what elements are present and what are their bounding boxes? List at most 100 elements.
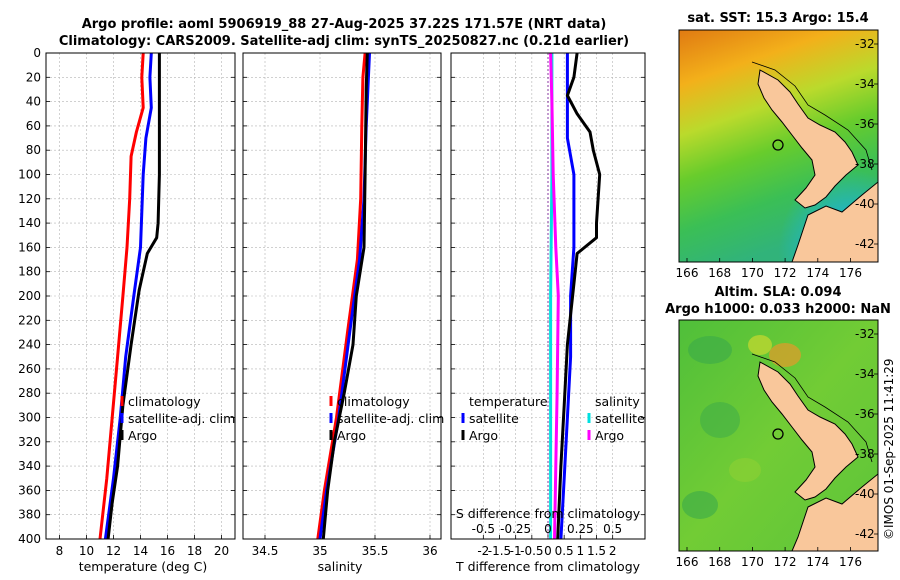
sla-frame (678, 319, 879, 552)
x-tick-label: 10 (79, 544, 94, 558)
sst-x-tick-label: 176 (839, 266, 862, 280)
legend-entry: climatology (128, 394, 201, 409)
sla-y-tick-label: -36 (855, 407, 875, 421)
sla-map-title-2: Argo h1000: 0.033 h2000: NaN (665, 302, 891, 317)
sla-x-tick-label: 176 (839, 555, 862, 569)
temperature-panel: 8 10 12 14 16 18 20020406080100120140160180200… (18, 46, 236, 558)
sst-frame (678, 29, 879, 263)
y-tick-label: 200 (18, 289, 41, 303)
y-tick-label: 60 (26, 119, 41, 133)
y-tick-label: 140 (18, 216, 41, 230)
sst-y-tick-label: -38 (855, 157, 875, 171)
sla-y-tick-label: -32 (855, 327, 875, 341)
series-climatology (316, 52, 367, 540)
x-tick-label: 35.5 (362, 544, 389, 558)
sst-x-tick-label: 168 (708, 266, 731, 280)
x-tick-label: 2 (609, 544, 617, 558)
series-argo (321, 52, 369, 540)
y-tick-label: 0 (33, 46, 41, 60)
x-tick-label: 12 (106, 544, 121, 558)
sla-y-tick-label: -40 (855, 487, 875, 501)
x-tick-label: 36 (422, 544, 437, 558)
sst-x-tick-label: 170 (741, 266, 764, 280)
y-tick-label: 180 (18, 265, 41, 279)
credit-text: ©IMOS 01-Sep-2025 11:41:29 (882, 358, 896, 540)
series-s-argo (549, 52, 560, 540)
sst-x-tick-label: 174 (806, 266, 829, 280)
s-tick-label: -0.25 (500, 522, 531, 536)
sla-x-tick-label: 168 (708, 555, 731, 569)
y-tick-label: 260 (18, 362, 41, 376)
y-tick-label: 220 (18, 313, 41, 327)
sst-argo-marker (772, 139, 784, 151)
legend-entry: Argo (595, 428, 624, 443)
difference-xlabel: T difference from climatology (455, 559, 641, 574)
y-tick-label: 320 (18, 435, 41, 449)
sla-high-1 (769, 343, 801, 367)
salinity-panel: 34.5 35 35.5 36 climatology satellite-adj. cl… (242, 52, 444, 558)
legend-entry: temperature (469, 394, 548, 409)
x-tick-label: 14 (133, 544, 148, 558)
legend-entry: satellite-adj. clim (128, 411, 235, 426)
sla-x-tick-label: 166 (676, 555, 699, 569)
y-tick-label: 40 (26, 95, 41, 109)
series-argo (106, 53, 161, 540)
sla-x-tick-label: 170 (741, 555, 764, 569)
legend-entry: climatology (337, 394, 410, 409)
s-tick-label: -0.5 (472, 522, 495, 536)
sla-y-tick-label: -38 (855, 447, 875, 461)
sla-map-title-1: Altim. SLA: 0.094 (715, 285, 842, 300)
sst-map-title: sat. SST: 15.3 Argo: 15.4 (687, 11, 868, 26)
sla-y-tick-label: -34 (855, 367, 875, 381)
series-climatology (98, 52, 145, 540)
x-tick-label: 35 (312, 544, 327, 558)
legend-entry: satellite (595, 411, 645, 426)
x-tick-label: 0 (544, 544, 552, 558)
sst-y-tick-label: -34 (855, 77, 875, 91)
sst-y-tick-label: -36 (855, 117, 875, 131)
y-tick-label: 360 (18, 483, 41, 497)
x-tick-label: 0.5 (555, 544, 574, 558)
sla-x-tick-label: 174 (806, 555, 829, 569)
x-tick-label: 16 (160, 544, 175, 558)
sla-x-tick-label: 172 (774, 555, 797, 569)
title-line-2: Climatology: CARS2009. Satellite-adj cli… (59, 34, 629, 49)
sla-map (678, 319, 879, 552)
s-tick-label: 0 (544, 522, 552, 536)
y-tick-label: 300 (18, 411, 41, 425)
sla-high-2 (748, 335, 772, 355)
sst-y-tick-label: -32 (855, 37, 875, 51)
y-tick-label: 280 (18, 386, 41, 400)
sst-x-tick-label: 166 (676, 266, 699, 280)
y-tick-label: 340 (18, 459, 41, 473)
y-tick-label: 20 (26, 70, 41, 84)
sst-map (678, 29, 879, 263)
legend-entry: satellite-adj. clim (337, 411, 444, 426)
plot-frame (242, 52, 442, 540)
x-tick-label: -2 (477, 544, 489, 558)
x-tick-label: 8 (56, 544, 64, 558)
sla-argo-marker (772, 428, 784, 440)
temperature-xlabel: temperature (deg C) (79, 559, 208, 574)
sla-north-island (757, 361, 859, 501)
y-tick-label: 240 (18, 338, 41, 352)
difference-panel: -2-1.5-1-0.5 0 0.5 1 1.5 2-0.5 -0.25 0 0.25 0.5te… (450, 52, 646, 558)
sst-y-tick-label: -40 (855, 197, 875, 211)
sst-north-island (757, 69, 859, 209)
map-ticks: 166 168 170 172 174 176 -32 -34 -36 -38 -40 -42 166 1… (676, 37, 878, 569)
title-line-1: Argo profile: aoml 5906919_88 27-Aug-202… (82, 17, 607, 32)
x-tick-label: -1.5 (488, 544, 511, 558)
y-tick-label: 120 (18, 192, 41, 206)
legend-entry: satellite (469, 411, 519, 426)
y-tick-label: 400 (18, 532, 41, 546)
sla-y-tick-label: -42 (855, 527, 875, 541)
series-satellite-adj-clim (103, 52, 153, 540)
x-tick-label: -1 (510, 544, 522, 558)
y-tick-label: 100 (18, 168, 41, 182)
x-tick-label: 20 (214, 544, 229, 558)
sst-y-tick-label: -42 (855, 237, 875, 251)
sst-isobath (751, 61, 873, 171)
s-tick-label: 0.5 (603, 522, 622, 536)
sla-low-2 (700, 402, 740, 438)
